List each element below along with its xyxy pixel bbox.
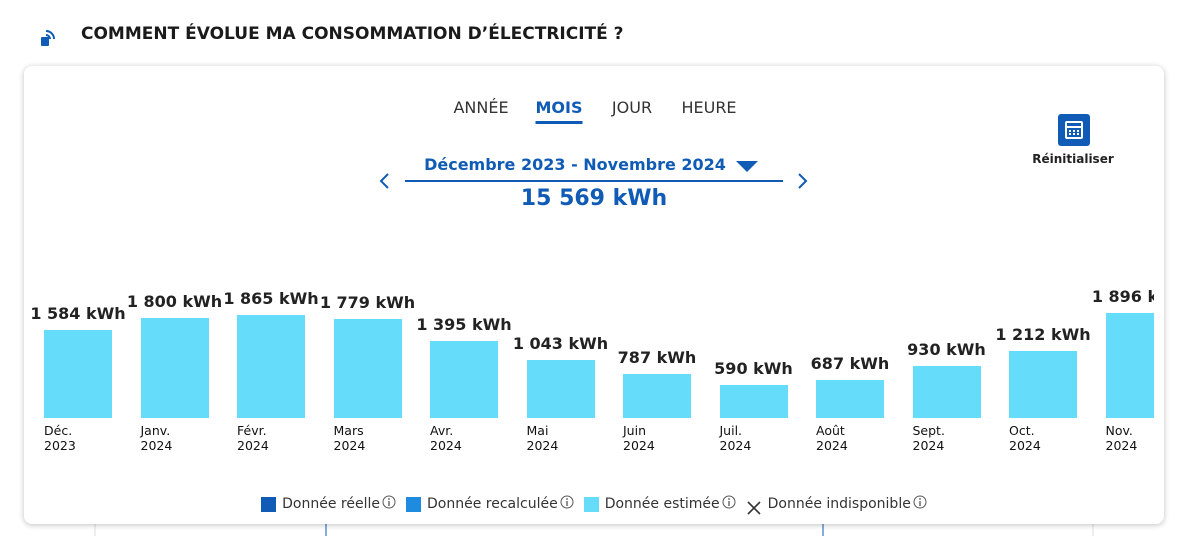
tab[interactable]: MOIS [535,98,583,124]
value-label: 1 043 kWh [512,334,609,354]
prev-arrow[interactable] [379,173,389,189]
reset-button[interactable]: Réinitialiser [1032,152,1114,166]
legend-label: Donnée indisponible [767,496,911,512]
bar[interactable] [430,340,498,418]
value-label: 1 865 kWh [223,288,319,308]
legend-item: Donnée estimée [583,495,736,513]
info-icon[interactable] [560,495,574,513]
bar[interactable] [912,366,981,418]
bar[interactable] [1009,350,1077,418]
bar[interactable] [333,319,402,418]
value-label: 1 896 kWh [1091,287,1154,306]
dropdown-arrow[interactable] [736,161,758,172]
bar[interactable] [623,374,691,418]
x-tick-label: Juin 2024 [623,423,655,453]
legend-label: Donnée estimée [604,496,720,512]
period-selector[interactable]: Décembre 2023 - Novembre 2024 [424,155,726,174]
legend-swatch [261,496,277,512]
x-tick-label: Sept. 2024 [912,423,945,453]
legend-item: Donnée indisponible [746,492,927,516]
value-label: 590 kWh [714,359,793,379]
tab[interactable]: ANNÉE [453,98,509,117]
legend-label: Donnée réelle [282,496,380,512]
value-label: 930 kWh [907,340,986,360]
chart-area: 1 584 kWh Déc. 2023 1 800 kWh Janv. 2024 1 8… [24,66,1154,524]
legend-swatch [746,500,762,516]
x-tick-label: Nov. 2024 [1105,423,1138,453]
value-label: 1 395 kWh [416,314,512,334]
bar[interactable] [816,379,884,418]
page-title: COMMENT ÉVOLUE MA CONSOMMATION D’ÉLECTRI… [81,24,624,44]
period-controls [379,114,1090,189]
tab[interactable]: HEURE [681,98,737,117]
x-tick-label: Juil. 2024 [719,423,752,453]
tab[interactable]: JOUR [611,98,653,117]
x-tick-label: Janv. 2024 [140,423,173,453]
value-label: 1 212 kWh [995,324,1091,344]
bar[interactable] [526,360,595,418]
x-tick-label: Avr. 2024 [430,423,462,453]
x-tick-label: Oct. 2024 [1009,423,1041,453]
value-label: 787 kWh [617,348,697,368]
header-icon [41,30,55,46]
total-consumption: 15 569 kWh [520,186,668,211]
x-tick-label: Déc. 2023 [44,423,76,453]
next-arrow[interactable] [798,173,808,189]
legend-item: Donnée recalculée [406,495,574,513]
bar[interactable] [44,330,112,418]
x-tick-label: Mars 2024 [333,423,366,453]
bar[interactable] [140,318,209,418]
bar[interactable] [237,314,305,418]
legend-label: Donnée recalculée [427,496,558,512]
info-icon[interactable] [382,495,396,513]
value-label: 1 584 kWh [30,304,126,324]
info-icon[interactable] [913,495,927,513]
legend-item: Donnée réelle [261,495,396,513]
legend-swatch [583,496,599,512]
calendar-button[interactable] [1058,114,1090,146]
value-label: 687 kWh [810,353,890,373]
bar[interactable] [719,385,788,418]
info-icon[interactable] [722,495,736,513]
legend: Donnée réelle Donnée recalculée Donnée est… [24,492,1164,516]
chart-card: 1 584 kWh Déc. 2023 1 800 kWh Janv. 2024 1 8… [24,66,1164,524]
bar[interactable] [1105,313,1154,418]
x-tick-label: Mai 2024 [526,423,559,453]
legend-swatch [406,496,421,512]
x-tick-label: Févr. 2024 [237,423,269,453]
value-label: 1 800 kWh [126,292,223,312]
x-tick-label: Août 2024 [816,423,848,453]
value-label: 1 779 kWh [319,293,416,313]
